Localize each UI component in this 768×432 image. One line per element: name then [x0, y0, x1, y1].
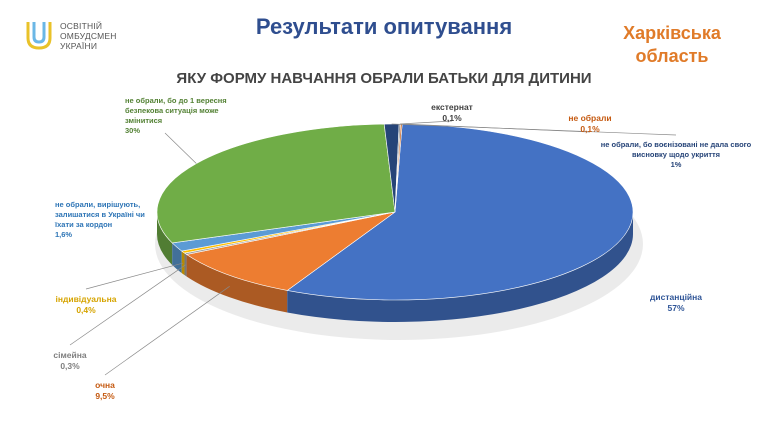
logo-line: УКРАЇНИ — [60, 41, 98, 51]
slice-label: не обрали, вирішують, — [55, 200, 140, 209]
slice-value-label: 0,3% — [60, 361, 80, 371]
pie-slice-side — [157, 212, 173, 265]
slice-label: очна — [95, 380, 115, 390]
slice-label: індивідуальна — [55, 294, 116, 304]
pie-slice — [286, 123, 634, 301]
region-line: область — [635, 46, 709, 66]
leader-line — [399, 120, 453, 125]
pie-slice-side — [287, 212, 633, 322]
slice-value-label: 0,4% — [76, 305, 96, 315]
pie-slice-side — [181, 251, 185, 276]
region-name: Харківська область — [612, 22, 732, 68]
slice-label: сімейна — [53, 350, 86, 360]
slice-value-label: 57% — [667, 303, 684, 313]
pie-slice-side — [186, 254, 288, 313]
slice-value-label: 1,6% — [55, 230, 72, 239]
leader-line — [164, 132, 197, 164]
leader-line — [85, 262, 184, 290]
logo-line: ОМБУДСМЕН — [60, 31, 117, 41]
logo: ОСВІТНІЙ ОМБУДСМЕН УКРАЇНИ — [24, 18, 184, 58]
slice-label: дистанційна — [650, 292, 702, 302]
slice-label: змінитися — [125, 116, 162, 125]
slice-value-label: 0,1% — [442, 113, 462, 123]
slice-value-label: 30% — [125, 126, 140, 135]
slice-label: не обрали, бо воєнізовані не дала свого — [601, 140, 752, 149]
slice-label: безпекова ситуація може — [125, 106, 219, 115]
region-line: Харківська — [623, 23, 721, 43]
pie-slice — [185, 211, 396, 291]
slice-label: залишатися в Україні чи — [55, 210, 145, 219]
pie-slice-side — [184, 253, 187, 277]
logo-line: ОСВІТНІЙ — [60, 21, 103, 31]
leader-line — [69, 264, 186, 346]
slice-label: висновку щодо укриття — [632, 150, 720, 159]
slice-value-label: 9,5% — [95, 391, 115, 401]
slice-label: не обрали — [568, 113, 611, 123]
logo-text: ОСВІТНІЙ ОМБУДСМЕН УКРАЇНИ — [60, 21, 117, 51]
slice-value-label: 0,1% — [580, 124, 600, 134]
leader-line — [401, 123, 591, 133]
leader-line — [104, 285, 230, 376]
ombudsman-logo-icon — [26, 22, 52, 50]
slice-label: екстернат — [431, 102, 473, 112]
slice-label: їхати за кордон — [54, 220, 112, 229]
page-title: Результати опитування — [255, 14, 513, 39]
slice-label: не обрали, бо до 1 вересня — [125, 96, 227, 105]
pie-slice — [156, 123, 396, 244]
slice-value-label: 1% — [671, 160, 682, 169]
chart-title: ЯКУ ФОРМУ НАВЧАННЯ ОБРАЛИ БАТЬКИ ДЛЯ ДИТ… — [176, 70, 592, 87]
